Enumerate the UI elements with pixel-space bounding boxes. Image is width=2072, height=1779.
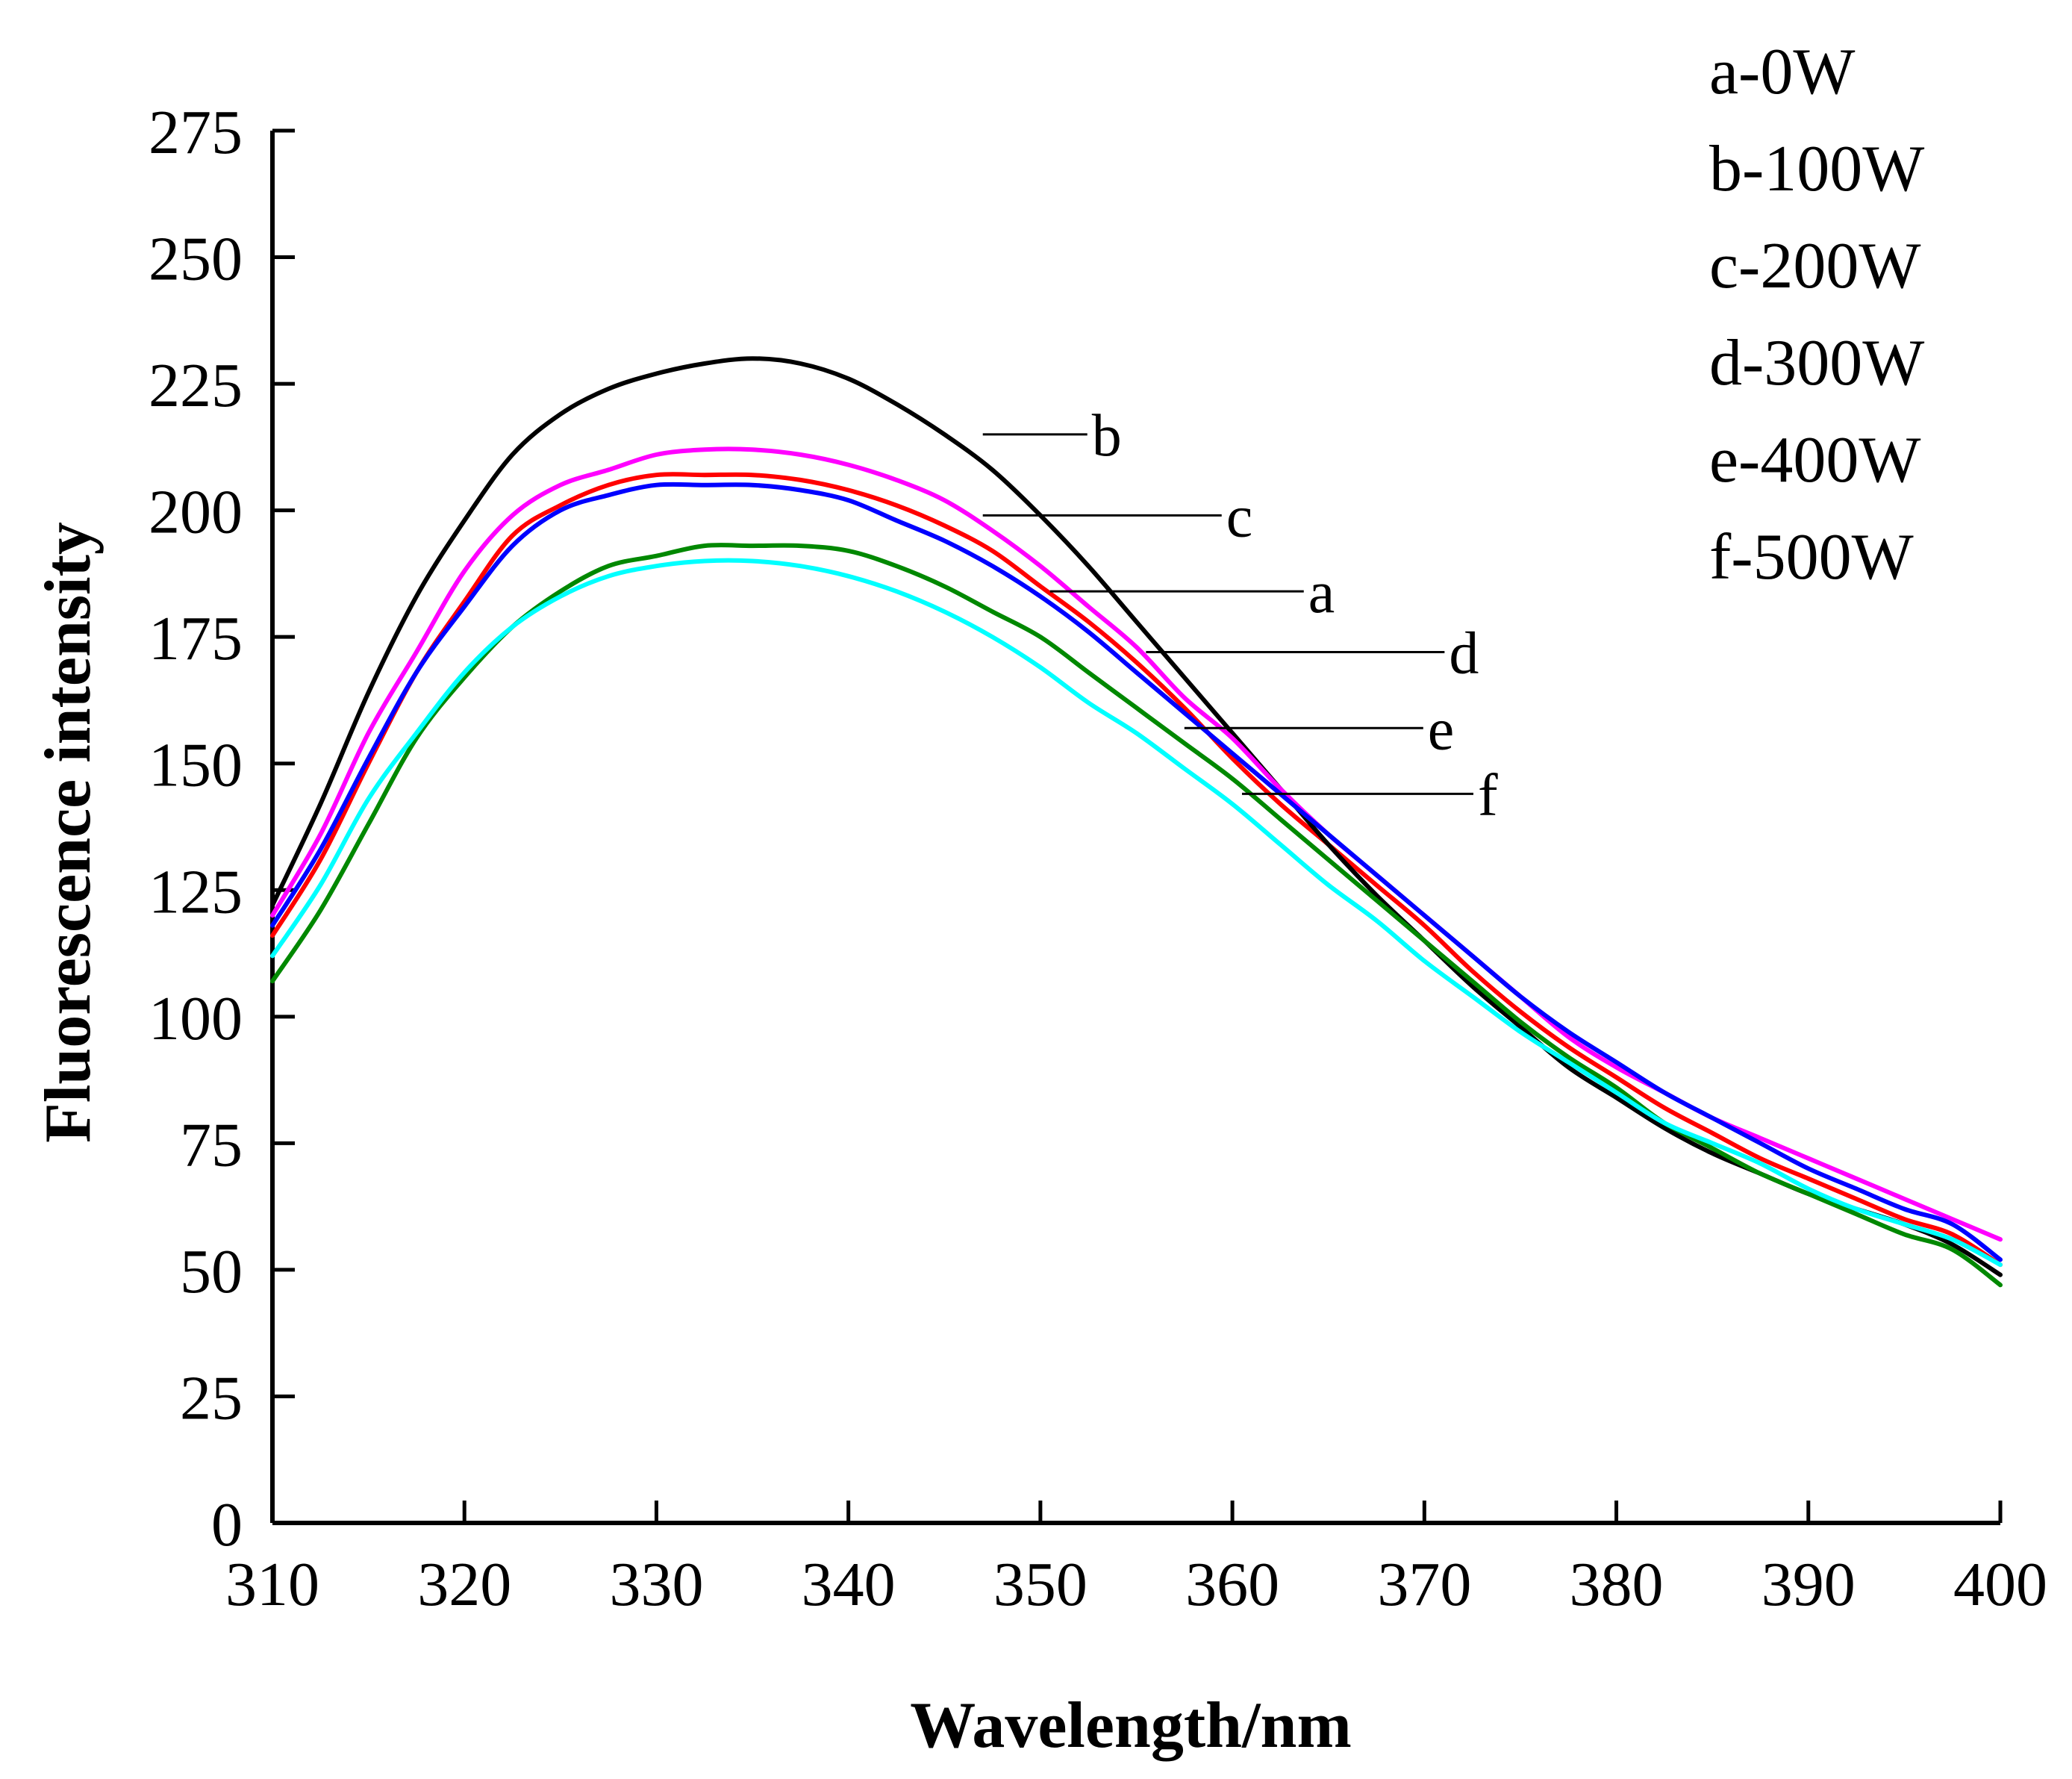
x-tick-label: 400 bbox=[1953, 1550, 2047, 1619]
curve-label-b: b bbox=[1092, 403, 1122, 469]
x-tick-label: 370 bbox=[1377, 1550, 1471, 1619]
legend-entry-a: a-0W bbox=[1709, 36, 1855, 108]
y-tick-label: 225 bbox=[149, 351, 243, 420]
x-tick-label: 360 bbox=[1185, 1550, 1279, 1619]
y-axis-title: Fluorescence intensity bbox=[32, 522, 104, 1143]
curve-labels: a b c def bbox=[982, 403, 1498, 828]
y-tick-label: 25 bbox=[180, 1363, 243, 1433]
y-tick-label: 0 bbox=[211, 1490, 243, 1560]
series-line-e bbox=[270, 543, 2003, 1288]
legend-entry-e: e-400W bbox=[1709, 424, 1920, 496]
y-tick-label: 250 bbox=[149, 225, 243, 294]
y-tick-label: 175 bbox=[149, 604, 243, 673]
legend-entry-d: d-300W bbox=[1709, 327, 1924, 399]
y-tick-label: 150 bbox=[149, 731, 243, 800]
y-tick-label: 100 bbox=[149, 984, 243, 1053]
y-tick-label: 125 bbox=[149, 857, 243, 926]
y-tick-label: 75 bbox=[180, 1110, 243, 1180]
series-line-a bbox=[270, 472, 2003, 1268]
legend: a-0W b-100W c-200W d-300W e-400W f-500W bbox=[1709, 36, 1924, 593]
x-tick-label: 340 bbox=[802, 1550, 896, 1619]
x-tick-label: 390 bbox=[1761, 1550, 1856, 1619]
series-line-b bbox=[270, 356, 2003, 1277]
y-tick-label: 50 bbox=[180, 1237, 243, 1306]
series-layer bbox=[270, 356, 2003, 1288]
legend-entry-c: c-200W bbox=[1709, 230, 1920, 302]
y-tick-label: 200 bbox=[149, 478, 243, 547]
x-tick-label: 330 bbox=[609, 1550, 703, 1619]
curve-label-d: d bbox=[1449, 621, 1479, 687]
x-tick-label: 350 bbox=[993, 1550, 1088, 1619]
curve-label-e: e bbox=[1428, 697, 1455, 762]
legend-entry-f: f-500W bbox=[1709, 521, 1914, 593]
axes: 310 320 330 340 350 360 370 380 390 400 0 25 50 75 100… bbox=[149, 98, 2047, 1619]
x-tick-label: 320 bbox=[417, 1550, 511, 1619]
curve-label-a: a bbox=[1308, 560, 1335, 626]
x-tick-label: 310 bbox=[225, 1550, 319, 1619]
series-line-d bbox=[270, 482, 2003, 1262]
series-line-f bbox=[270, 558, 2003, 1268]
curve-label-c: c bbox=[1226, 484, 1253, 549]
legend-entry-b: b-100W bbox=[1709, 133, 1924, 205]
x-tick-label: 380 bbox=[1570, 1550, 1664, 1619]
curve-label-f: f bbox=[1478, 762, 1498, 828]
y-tick-label: 275 bbox=[149, 98, 243, 167]
x-axis-title: Wavelength/nm bbox=[910, 1689, 1352, 1762]
